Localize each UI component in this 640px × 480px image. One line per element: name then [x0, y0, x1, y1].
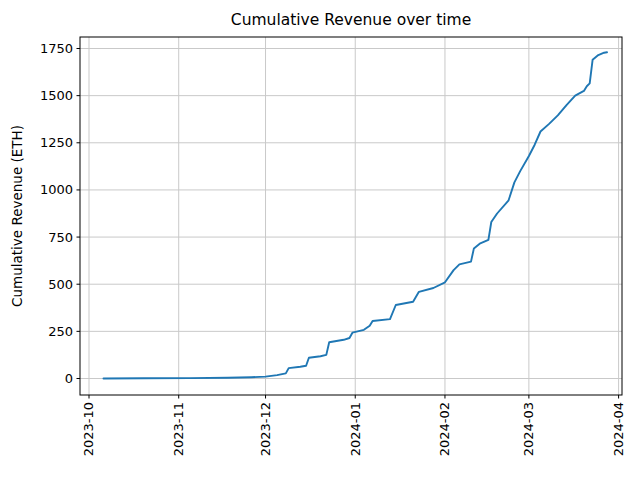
axes-frame — [80, 37, 622, 395]
plot-area: 2023-10 2023-11 2023-12 2024-01 2024-02 2024-… — [0, 0, 640, 480]
x-tick-label: 2023-12 — [258, 402, 273, 456]
x-tick-label: 2024-04 — [611, 402, 626, 456]
x-tick-label: 2024-02 — [437, 402, 452, 456]
y-tick-label: 1250 — [40, 135, 73, 150]
y-tick-label: 250 — [48, 324, 73, 339]
x-tick-label: 2024-01 — [348, 402, 363, 456]
y-tick-label: 1500 — [40, 88, 73, 103]
x-tick-label: 2024-03 — [521, 402, 536, 456]
y-tick-label: 0 — [65, 371, 73, 386]
y-tick-label: 500 — [48, 277, 73, 292]
y-tick-label: 750 — [48, 230, 73, 245]
y-tick-label: 1750 — [40, 41, 73, 56]
x-tick-label: 2023-10 — [81, 402, 96, 456]
chart-figure: Cumulative Revenue over time Cumulative … — [0, 0, 640, 480]
x-tick-label: 2023-11 — [171, 402, 186, 456]
y-tick-label: 1000 — [40, 182, 73, 197]
